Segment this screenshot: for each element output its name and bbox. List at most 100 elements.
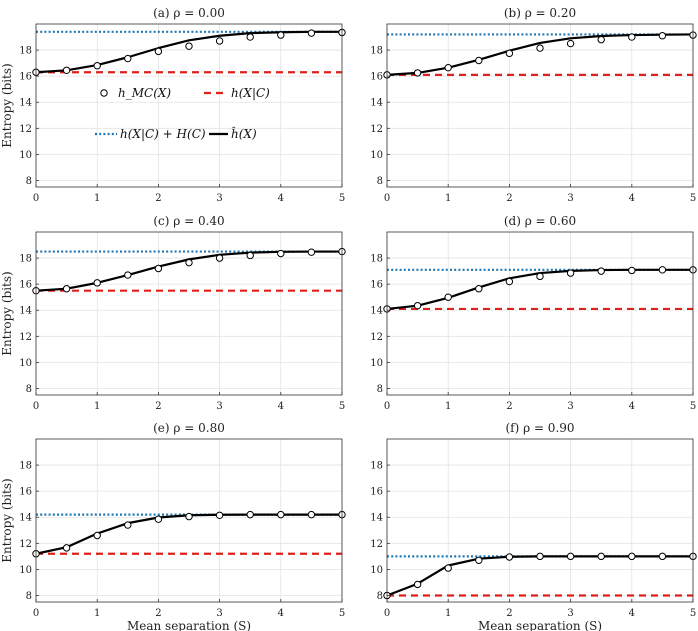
mc-point [505, 49, 514, 58]
mc-point [215, 254, 224, 262]
x-tick-label: 0 [33, 193, 39, 204]
mc-point [658, 32, 667, 40]
x-tick-label: 2 [506, 193, 512, 204]
plot-area [36, 232, 342, 395]
mc-point [505, 553, 514, 561]
legend-label-estimate: ĥ(X) [231, 126, 257, 141]
x-tick-label: 1 [94, 608, 100, 619]
y-axis-label: Entropy (bits) [0, 478, 14, 562]
mc-point [185, 258, 193, 267]
y-tick-label: 10 [370, 150, 383, 161]
mc-point [154, 47, 163, 56]
y-tick-label: 12 [19, 124, 32, 135]
mc-point [628, 266, 636, 275]
mc-point [277, 249, 285, 258]
x-tick-label: 4 [629, 193, 635, 204]
estimate-curve [386, 33, 694, 76]
x-tick-label: 1 [445, 401, 451, 412]
y-tick-label: 16 [370, 72, 383, 83]
y-tick-label: 18 [19, 461, 32, 472]
y-tick-label: 8 [377, 384, 383, 395]
y-axis-label: Entropy (bits) [0, 271, 14, 355]
mc-point [154, 264, 163, 273]
panel-title: (e) ρ = 0.80 [153, 421, 225, 435]
mc-point [185, 512, 193, 521]
mc-point [413, 69, 422, 77]
x-tick-label: 2 [155, 608, 161, 619]
mc-point [62, 544, 71, 552]
legend: h_MC(X) h(X|C) h(X|C) + H(C) ĥ(X) [95, 86, 270, 141]
mc-point [536, 552, 544, 561]
mc-point [93, 62, 101, 70]
mc-point [475, 556, 483, 564]
mc-point [475, 285, 483, 293]
mc-point [93, 279, 101, 287]
mc-point [124, 54, 132, 63]
y-tick-label: 10 [370, 358, 383, 369]
axes-box [386, 231, 694, 396]
x-tick-label: 5 [690, 608, 696, 619]
mc-point [628, 552, 636, 561]
x-tick-label: 5 [690, 401, 696, 412]
mc-point [307, 248, 316, 256]
y-tick-label: 10 [19, 565, 32, 576]
x-tick-label: 3 [216, 608, 222, 619]
axes-box [35, 231, 343, 396]
mc-point [597, 552, 605, 561]
mc-point [475, 56, 483, 65]
mc-point [215, 37, 224, 45]
legend-marker-mc [100, 89, 108, 97]
x-tick-label: 3 [567, 608, 573, 619]
y-tick-label: 16 [19, 72, 32, 83]
y-tick-label: 14 [370, 98, 383, 109]
y-tick-label: 8 [26, 176, 32, 187]
estimate-curve [35, 30, 342, 74]
mc-point [246, 251, 254, 260]
y-tick-label: 12 [19, 539, 32, 550]
panel-title: (f) ρ = 0.90 [505, 421, 574, 435]
x-tick-label: 4 [278, 193, 284, 204]
axes-box [35, 438, 343, 603]
mc-point [124, 271, 132, 279]
mc-point [93, 531, 101, 540]
mc-point [444, 564, 452, 572]
x-tick-label: 0 [33, 401, 39, 412]
x-tick-label: 3 [216, 401, 222, 412]
x-tick-label: 0 [384, 608, 390, 619]
x-tick-label: 4 [629, 401, 635, 412]
x-tick-label: 1 [445, 608, 451, 619]
x-tick-label: 0 [384, 193, 390, 204]
mc-point [444, 293, 452, 301]
x-tick-label: 3 [216, 193, 222, 204]
legend-label-mc: h_MC(X) [118, 86, 171, 100]
y-tick-label: 12 [19, 332, 32, 343]
x-tick-label: 1 [445, 193, 451, 204]
axes-box [35, 23, 343, 188]
y-tick-label: 10 [19, 358, 32, 369]
plot-area [36, 24, 342, 187]
y-tick-label: 14 [370, 306, 383, 317]
y-tick-label: 8 [377, 176, 383, 187]
x-tick-label: 5 [339, 608, 345, 619]
x-tick-label: 5 [339, 401, 345, 412]
mc-point [566, 269, 575, 277]
mc-point [658, 266, 667, 274]
mc-point [62, 285, 71, 293]
x-tick-label: 5 [339, 193, 345, 204]
y-tick-label: 18 [19, 46, 32, 57]
x-tick-label: 0 [384, 401, 390, 412]
y-axis-label: Entropy (bits) [0, 63, 14, 147]
x-tick-label: 1 [94, 401, 100, 412]
mc-point [444, 63, 452, 72]
mc-point [597, 267, 605, 275]
x-tick-label: 2 [506, 608, 512, 619]
y-tick-label: 18 [370, 254, 383, 265]
legend-label-cond: h(X|C) [231, 86, 270, 100]
mc-point [277, 31, 285, 39]
x-tick-label: 4 [278, 608, 284, 619]
panel-title: (d) ρ = 0.60 [504, 214, 576, 228]
